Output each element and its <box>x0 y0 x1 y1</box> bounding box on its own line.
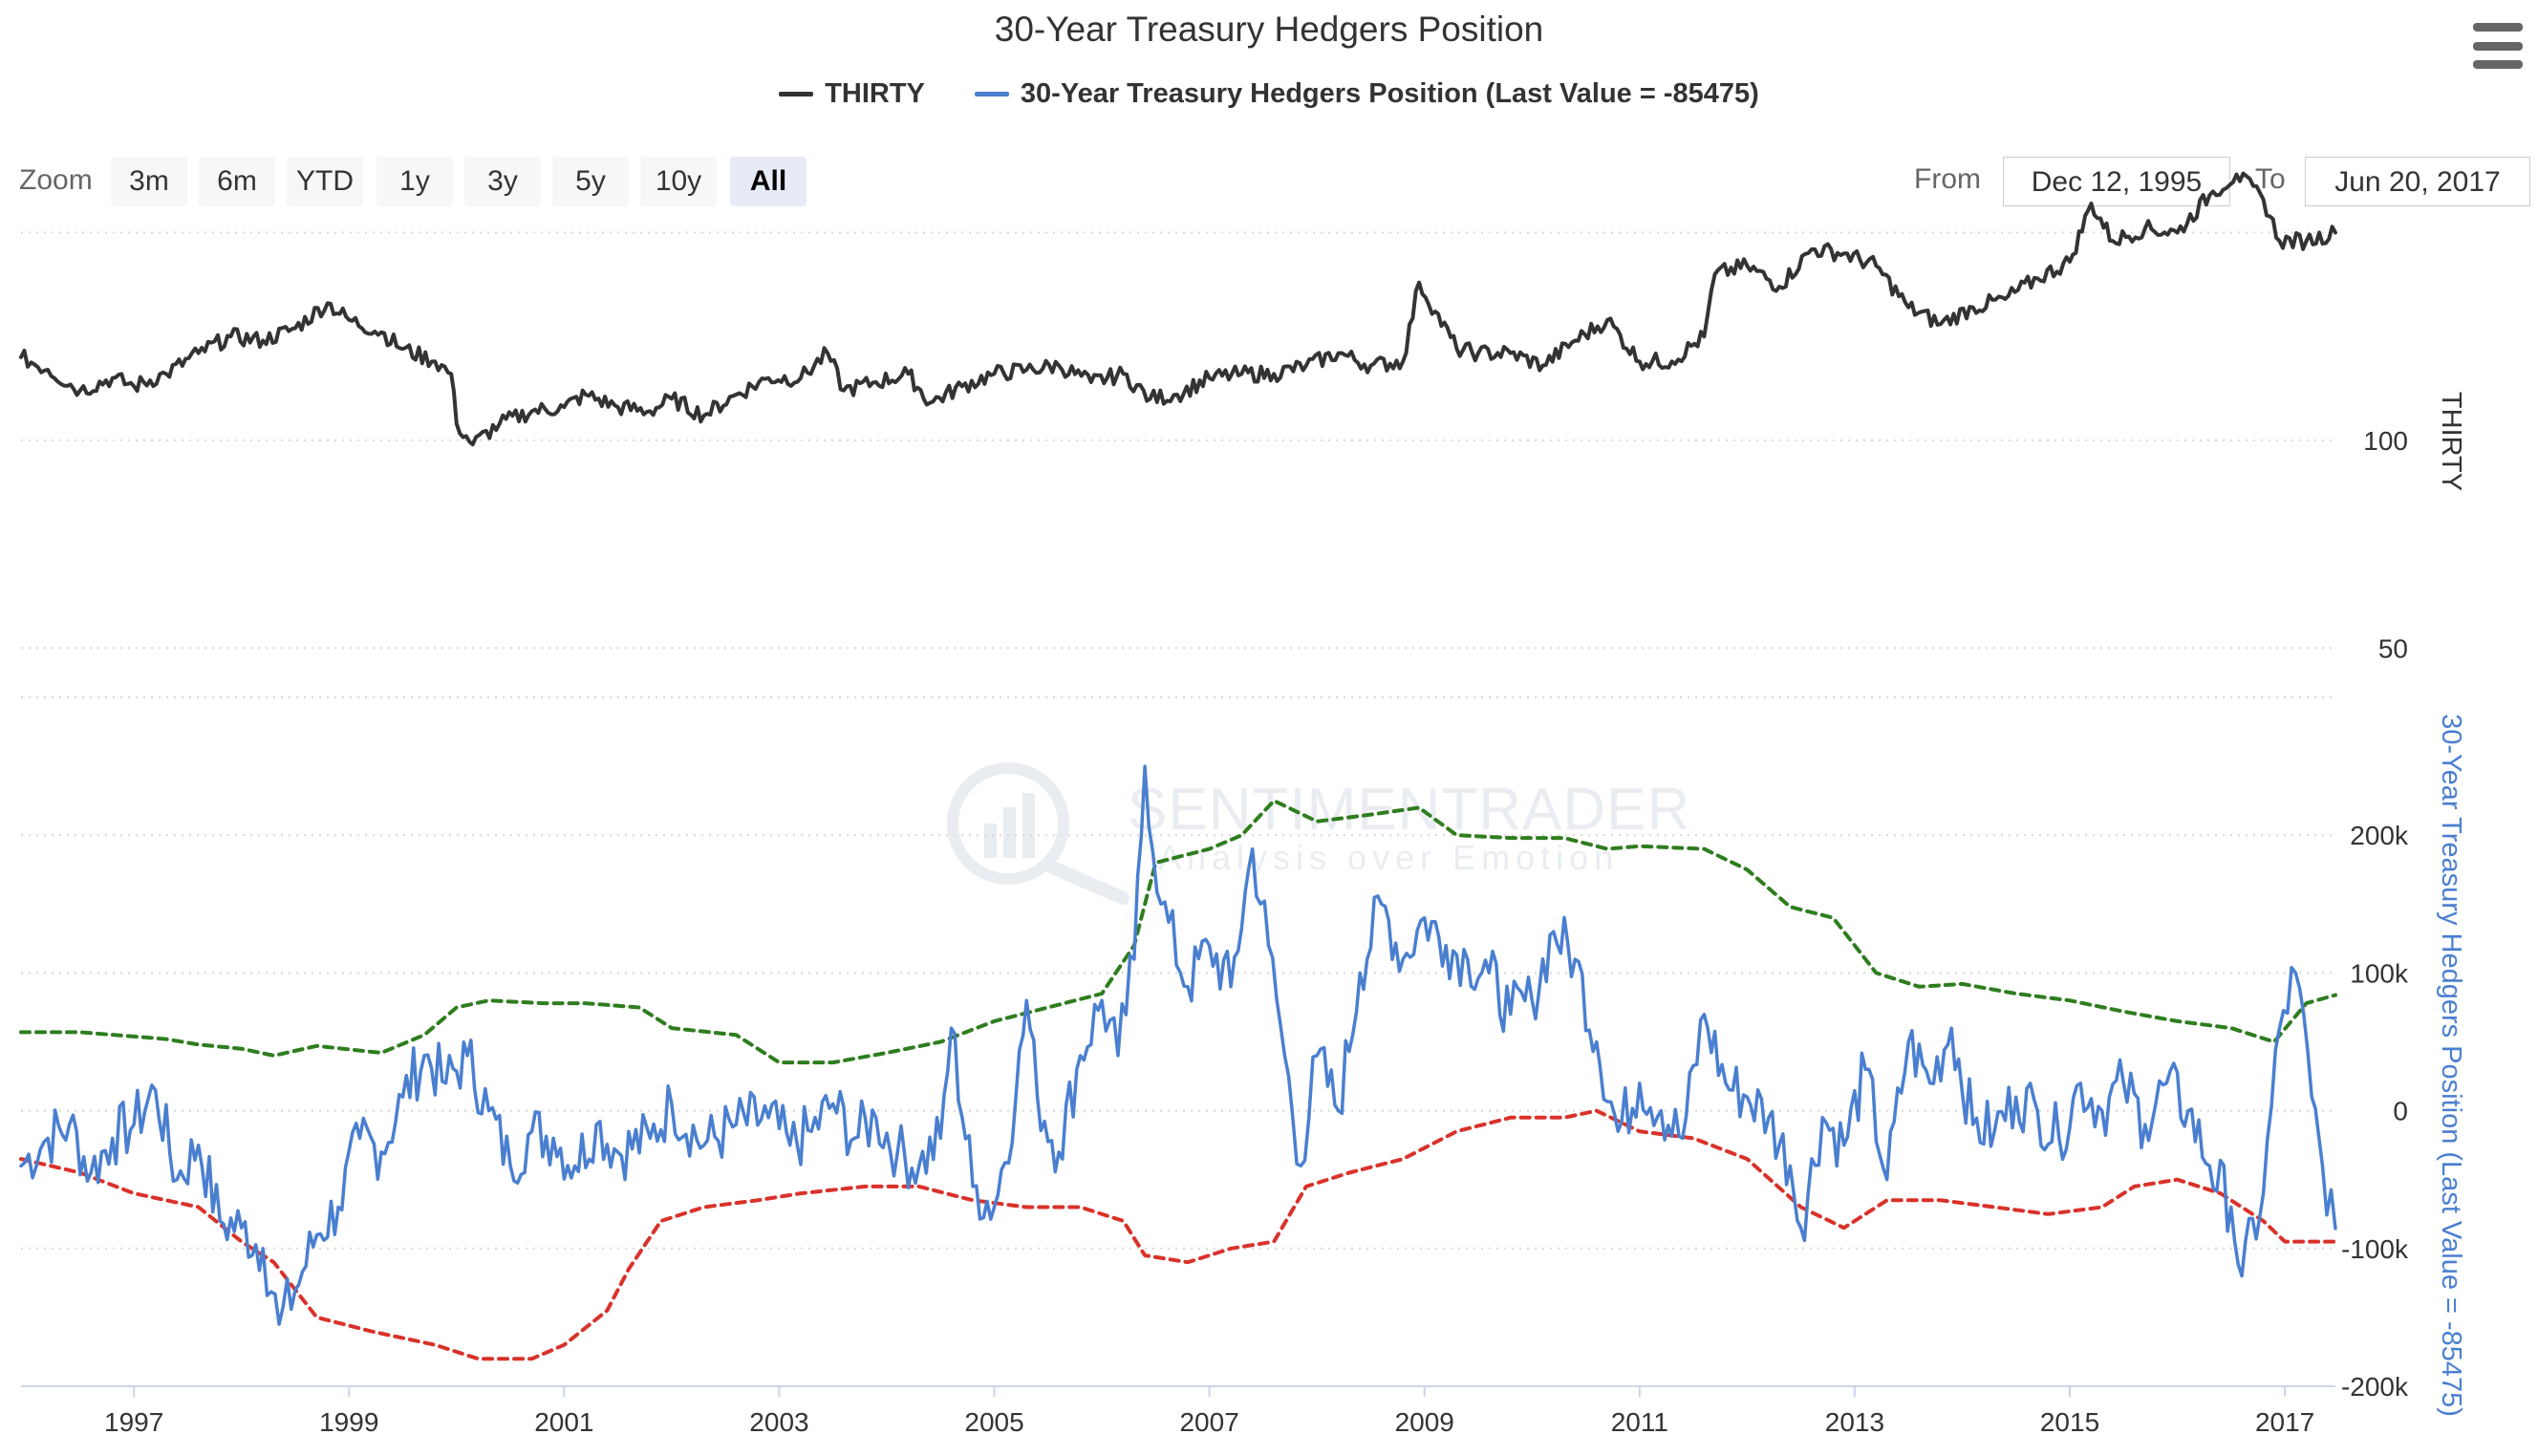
thirty-price-line <box>19 171 2337 447</box>
y-tick-label: -200k <box>2341 1372 2409 1402</box>
x-tick-label: 2001 <box>534 1407 593 1437</box>
zoom-3y-button[interactable]: 3y <box>464 157 541 206</box>
zoom-10y-button[interactable]: 10y <box>640 157 717 206</box>
menu-bar-bottom <box>2473 60 2523 69</box>
thirty-y-axis-ticks: 100 50 <box>2363 426 2408 663</box>
grid-lines <box>21 231 2335 1250</box>
x-tick-label: 2015 <box>2040 1407 2099 1437</box>
x-tick-label: 2017 <box>2255 1407 2314 1437</box>
y-tick-label: 50 <box>2378 633 2408 663</box>
upper-band-line <box>19 799 2337 1065</box>
sentimentrader-logo-icon <box>947 762 1129 905</box>
x-axis-ticks: 1997 1999 2001 2003 2005 2007 2009 2011 2013 2015… <box>104 1386 2314 1437</box>
y-tick-label: 100k <box>2350 958 2409 988</box>
watermark-tagline: Analysis over Emotion <box>1158 838 1619 877</box>
hedgers-axis-title: 30-Year Treasury Hedgers Position (Last … <box>2436 714 2466 1417</box>
x-tick-label: 1999 <box>319 1407 378 1437</box>
x-tick-label: 2013 <box>1825 1407 1884 1437</box>
thirty-axis-title: THIRTY <box>2436 392 2466 491</box>
y-tick-label: 100 <box>2363 426 2408 456</box>
x-tick-label: 1997 <box>104 1407 163 1437</box>
legend-swatch-hedgers <box>974 92 1009 96</box>
x-tick-label: 2003 <box>749 1407 808 1437</box>
zoom-5y-button[interactable]: 5y <box>552 157 629 206</box>
y-tick-label: 200k <box>2350 821 2409 850</box>
range-to-input[interactable]: Jun 20, 2017 <box>2305 157 2530 206</box>
legend-item-hedgers[interactable]: 30-Year Treasury Hedgers Position (Last … <box>974 78 1759 110</box>
hamburger-menu-icon[interactable] <box>2473 23 2523 69</box>
zoom-label: Zoom <box>19 164 93 196</box>
x-tick-label: 2005 <box>964 1407 1023 1437</box>
y-tick-label: 0 <box>2393 1097 2408 1126</box>
menu-bar-middle <box>2473 41 2523 51</box>
zoom-ytd-button[interactable]: YTD <box>287 157 363 206</box>
watermark: SENTIMENTRADER Analysis over Emotion <box>947 762 1689 905</box>
zoom-6m-button[interactable]: 6m <box>199 157 275 206</box>
hedgers-position-line <box>19 764 2337 1326</box>
legend-item-thirty[interactable]: THIRTY <box>779 78 925 110</box>
zoom-3m-button[interactable]: 3m <box>111 157 187 206</box>
x-tick-label: 2007 <box>1179 1407 1238 1437</box>
menu-bar-top <box>2473 23 2523 32</box>
range-from-input[interactable]: Dec 12, 1995 <box>2003 157 2230 206</box>
range-from-label: From <box>1914 163 1981 195</box>
hedgers-y-axis-ticks: 200k 100k 0 -100k -200k <box>2341 821 2409 1402</box>
zoom-all-button[interactable]: All <box>730 157 807 206</box>
lower-band-line <box>19 1108 2337 1361</box>
series-layer <box>19 171 2337 1361</box>
chart-title: 30-Year Treasury Hedgers Position <box>994 10 1544 49</box>
legend-label-thirty: THIRTY <box>825 78 925 109</box>
legend-label-hedgers: 30-Year Treasury Hedgers Position (Last … <box>1020 78 1759 109</box>
zoom-1y-button[interactable]: 1y <box>376 157 453 206</box>
x-tick-label: 2011 <box>1611 1407 1668 1437</box>
x-tick-label: 2009 <box>1395 1407 1454 1437</box>
legend: THIRTY 30-Year Treasury Hedgers Position… <box>0 78 2538 110</box>
y-tick-label: -100k <box>2341 1234 2409 1264</box>
legend-swatch-thirty <box>779 92 814 96</box>
